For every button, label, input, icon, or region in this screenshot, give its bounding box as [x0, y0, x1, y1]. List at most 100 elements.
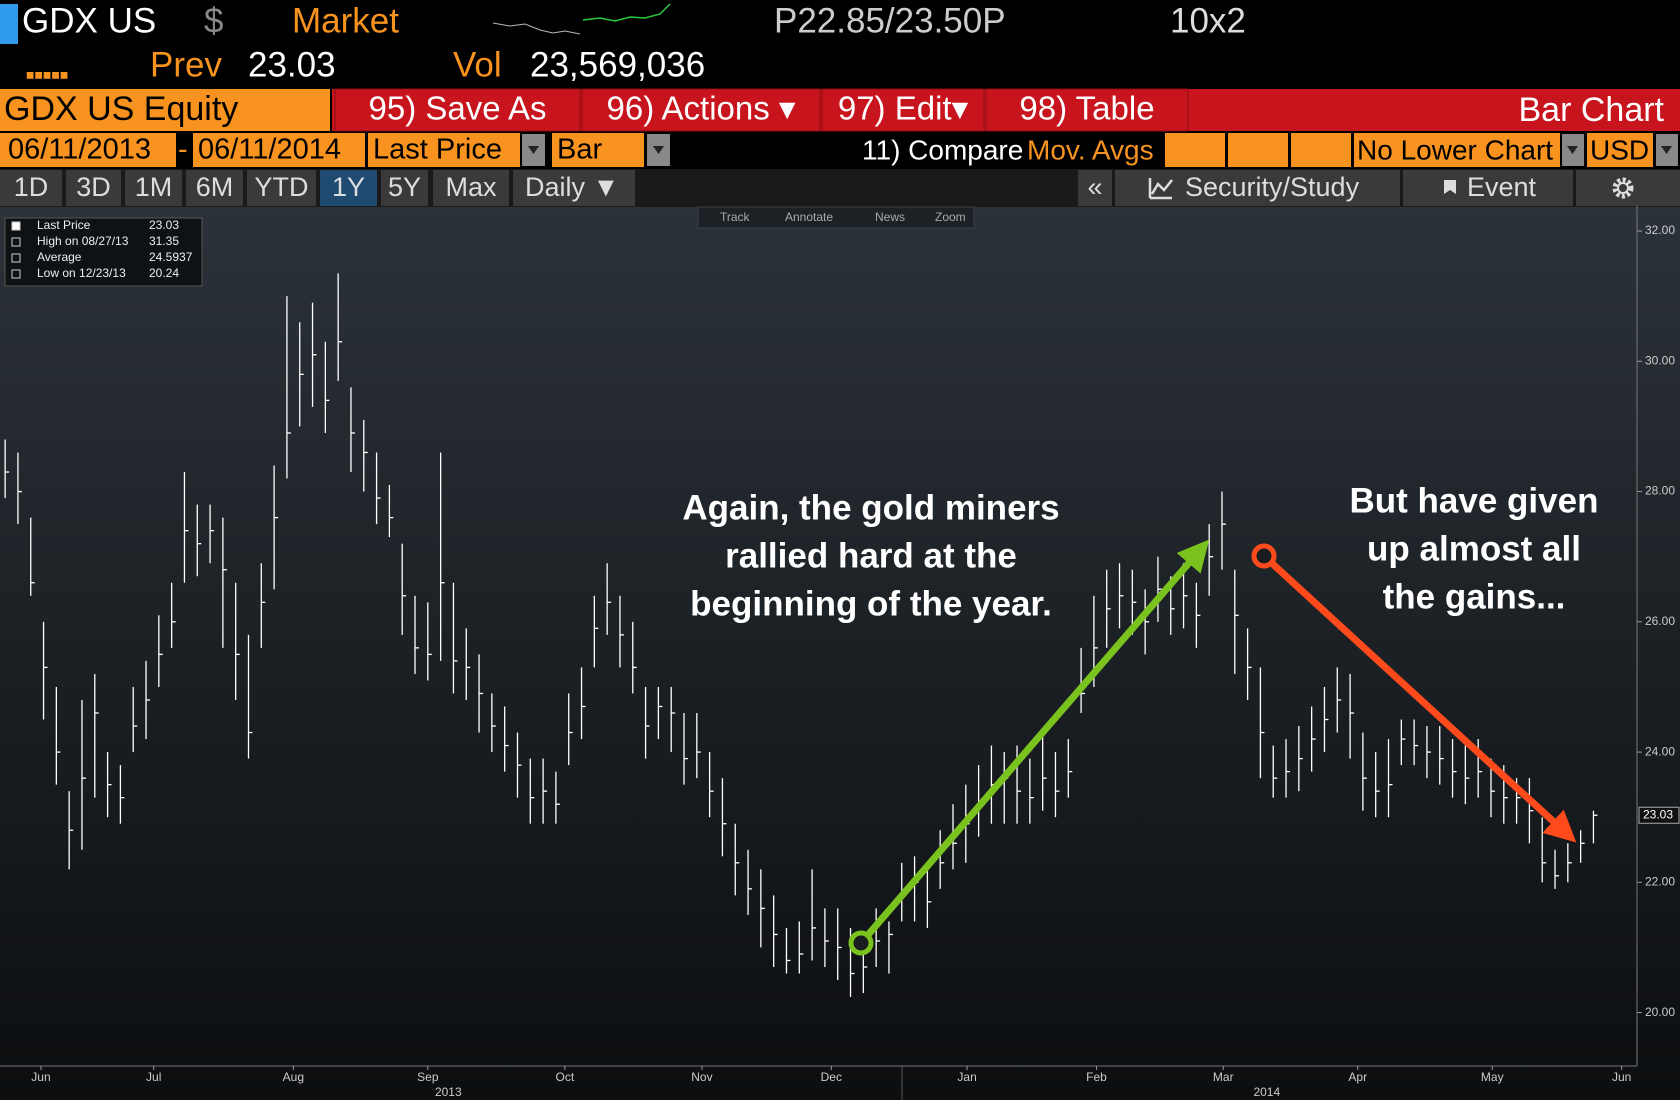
vol-label: Vol [453, 45, 502, 84]
period-label[interactable]: Max [445, 172, 497, 202]
chart: 20.00 22.00 24.00 26.00 28.00 30.00 32.00 Jun Ju… [0, 205, 1680, 1100]
menu-button[interactable] [985, 88, 1189, 132]
currency-setting[interactable]: USD [1590, 134, 1649, 165]
prev-value: 23.03 [248, 45, 336, 84]
date-separator: - [178, 134, 188, 166]
frequency[interactable]: Daily ▼ [525, 172, 619, 202]
annotation: up almost all [1367, 529, 1581, 568]
end-date[interactable]: 06/11/2014 [198, 134, 341, 166]
start-date[interactable]: 06/11/2013 [8, 134, 151, 166]
field-box[interactable] [368, 133, 520, 167]
period-label[interactable]: 1M [135, 172, 173, 202]
chart-tools [697, 206, 975, 229]
x-tick-label: May [1481, 1070, 1504, 1084]
legend-value: 23.03 [149, 218, 179, 232]
dropdown-arrow [1567, 146, 1578, 154]
period-tab[interactable] [381, 170, 428, 206]
collapse-button[interactable] [1078, 170, 1112, 206]
event[interactable]: Event [1467, 172, 1537, 202]
period-tab[interactable] [125, 170, 182, 206]
end-date-box[interactable] [193, 133, 365, 167]
y-tick-label: 22.00 [1645, 875, 1675, 889]
field[interactable]: Last Price [373, 134, 502, 166]
legend-label: High on 08/27/13 [37, 234, 129, 248]
rally-arrow [858, 539, 1210, 946]
period-tab[interactable] [66, 170, 121, 206]
input-box[interactable] [1228, 133, 1288, 167]
legend-icon [11, 221, 21, 231]
style-box[interactable] [552, 133, 644, 167]
menu-button[interactable] [334, 88, 581, 132]
menu-button[interactable] [821, 88, 985, 132]
period-tab[interactable] [320, 170, 377, 206]
currency-box[interactable] [1587, 133, 1653, 167]
lower-chart-box[interactable] [1354, 133, 1560, 167]
y-tick-label: 24.00 [1645, 744, 1675, 758]
currency: $ [204, 1, 223, 40]
security-study[interactable]: Security/Study [1185, 172, 1360, 202]
legend-icon [11, 269, 21, 279]
dropdown-arrow [528, 146, 539, 154]
period-tab[interactable] [247, 170, 316, 206]
period-label[interactable]: 5Y [388, 172, 421, 202]
event-button[interactable] [1403, 170, 1573, 206]
period-tab[interactable] [0, 170, 62, 206]
menu-button-label[interactable]: 95) Save As [369, 90, 547, 127]
frequency-tab[interactable] [513, 170, 635, 206]
gear-icon [1612, 177, 1634, 199]
input-box[interactable] [1291, 133, 1351, 167]
period-label[interactable]: 3D [76, 172, 111, 202]
period-label[interactable]: YTD [255, 172, 309, 202]
period-label[interactable]: 1D [14, 172, 49, 202]
x-tick-label: Nov [691, 1070, 712, 1084]
chart-tool[interactable]: Zoom [935, 210, 966, 224]
annotation: beginning of the year. [690, 584, 1052, 623]
security-box [0, 89, 330, 131]
chart-type-title: Bar Chart [1519, 91, 1665, 129]
chart-tool[interactable]: Annotate [785, 210, 833, 224]
period-label[interactable]: 1Y [332, 172, 365, 202]
legend-label: Average [37, 250, 82, 264]
focus-indicator [0, 4, 18, 44]
y-tick-label: 28.00 [1645, 484, 1675, 498]
gear-icon [1617, 182, 1629, 194]
legend-label: Low on 12/23/13 [37, 266, 126, 280]
lower-chart[interactable]: No Lower Chart [1357, 134, 1553, 165]
dropdown-arrow [1661, 146, 1672, 154]
input-box[interactable] [1165, 133, 1225, 167]
compare[interactable]: 11) Compare [862, 134, 1023, 165]
chart-background [0, 207, 1680, 1100]
x-tick-label: Dec [821, 1070, 842, 1084]
prev-label: Prev [150, 45, 222, 84]
menu-button-label[interactable]: 96) Actions ▾ [607, 90, 796, 127]
menu-button[interactable] [581, 88, 821, 132]
period-tab[interactable] [433, 170, 509, 206]
menu-button-label[interactable]: 98) Table [1019, 90, 1154, 127]
style[interactable]: Bar [557, 134, 602, 166]
menu-button-label[interactable]: 97) Edit▾ [838, 90, 969, 127]
security: GDX US Equity [4, 90, 238, 128]
period-tab[interactable] [186, 170, 243, 206]
annotation: But have given [1350, 481, 1599, 520]
period-label[interactable]: 6M [196, 172, 234, 202]
chart-tool[interactable]: News [875, 210, 905, 224]
chart-tool[interactable]: Track [720, 210, 751, 224]
mov-avgs[interactable]: Mov. Avgs [1027, 134, 1154, 165]
x-tick-label: Jan [957, 1070, 976, 1084]
annotation: Again, the gold miners [682, 488, 1059, 527]
collapse[interactable]: « [1087, 172, 1102, 202]
x-tick-label: Feb [1086, 1070, 1107, 1084]
legend-icon [11, 237, 21, 247]
x-tick-label: Apr [1348, 1070, 1367, 1084]
x-tick-label: Oct [556, 1070, 575, 1084]
x-tick-label: Jun [31, 1070, 50, 1084]
x-tick-label: Jun [1612, 1070, 1631, 1084]
annotation: rallied hard at the [725, 536, 1017, 575]
legend-box [4, 217, 203, 287]
status-dots: ■■■■■ [26, 67, 68, 83]
x-tick-label: Jul [146, 1070, 161, 1084]
bid-ask: P22.85/23.50P [774, 1, 1006, 40]
start-date-box[interactable] [0, 133, 176, 167]
legend-label: Last Price [37, 218, 91, 232]
